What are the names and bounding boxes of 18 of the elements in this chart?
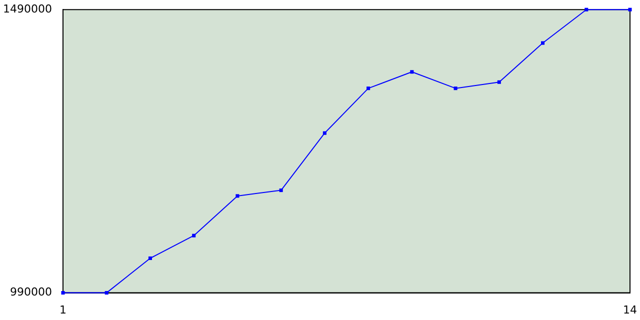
point — [628, 8, 632, 12]
y-tick-label: 1490000 — [2, 2, 52, 16]
point — [497, 80, 501, 84]
point — [279, 188, 283, 192]
point — [366, 86, 370, 90]
point — [61, 291, 65, 295]
point — [104, 291, 108, 295]
point — [192, 234, 196, 238]
point — [541, 41, 545, 45]
x-tick-label: 14 — [623, 303, 637, 316]
point — [236, 194, 240, 198]
x-tick-label: 1 — [59, 303, 66, 316]
point — [148, 256, 152, 260]
point — [454, 86, 458, 90]
point — [584, 8, 588, 12]
point — [410, 70, 414, 74]
point — [322, 131, 326, 135]
y-tick-label: 990000 — [10, 286, 52, 299]
